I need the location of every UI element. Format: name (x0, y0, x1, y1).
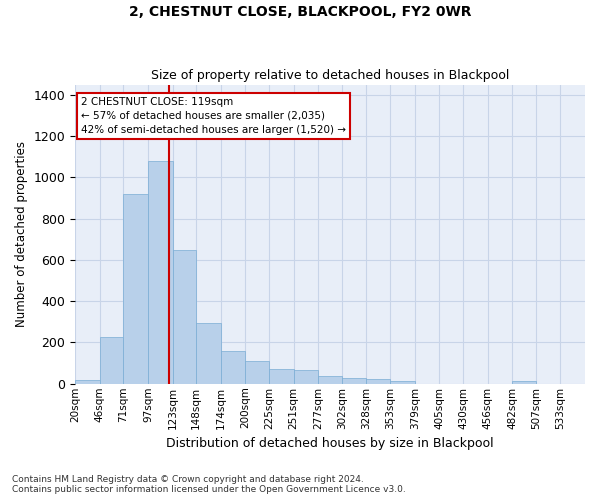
Bar (221, 350, 245, 384)
Text: Contains public sector information licensed under the Open Government Licence v3: Contains public sector information licen… (12, 486, 406, 494)
Y-axis label: Number of detached properties: Number of detached properties (15, 141, 28, 327)
Bar (148, 161, 173, 384)
Text: Contains HM Land Registry data © Crown copyright and database right 2024.: Contains HM Land Registry data © Crown c… (12, 476, 364, 484)
Bar (293, 370, 318, 384)
Bar (318, 376, 342, 384)
X-axis label: Distribution of detached houses by size in Blackpool: Distribution of detached houses by size … (166, 437, 494, 450)
Bar (75, 380, 100, 384)
Bar (367, 379, 390, 384)
Text: 2, CHESTNUT CLOSE, BLACKPOOL, FY2 0WR: 2, CHESTNUT CLOSE, BLACKPOOL, FY2 0WR (129, 5, 471, 19)
Bar (269, 370, 293, 384)
Text: 2 CHESTNUT CLOSE: 119sqm
← 57% of detached houses are smaller (2,035)
42% of sem: 2 CHESTNUT CLOSE: 119sqm ← 57% of detach… (81, 97, 346, 135)
Bar (245, 362, 269, 384)
Bar (173, 250, 196, 384)
Title: Size of property relative to detached houses in Blackpool: Size of property relative to detached ho… (151, 69, 509, 82)
Bar (342, 378, 367, 384)
Bar (100, 338, 124, 384)
Bar (196, 323, 221, 384)
Bar (390, 380, 415, 384)
Bar (512, 382, 536, 384)
Bar (124, 194, 148, 384)
